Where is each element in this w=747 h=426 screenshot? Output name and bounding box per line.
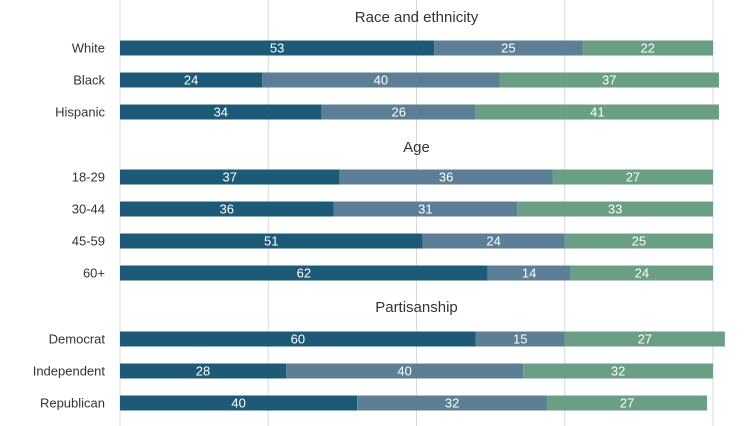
bar-segment (321, 104, 476, 120)
bar-segment (357, 395, 547, 411)
bar-segment (120, 233, 423, 249)
data-label: 37 (602, 73, 616, 88)
bar-segment (120, 395, 358, 411)
data-label: 34 (214, 105, 228, 120)
section-title: Age (403, 139, 430, 156)
bar-segment (286, 363, 524, 379)
bar-segment (552, 169, 713, 185)
row-label: Black (73, 73, 105, 88)
data-label: 25 (632, 234, 646, 249)
data-label: 31 (418, 202, 432, 217)
data-label: 36 (439, 170, 453, 185)
row-label: 30-44 (72, 202, 105, 217)
bar-segment (120, 169, 340, 185)
data-label: 32 (445, 396, 459, 411)
data-label: 37 (222, 170, 236, 185)
data-label: 62 (297, 266, 311, 281)
data-label: 27 (620, 396, 634, 411)
data-label: 27 (626, 170, 640, 185)
data-label: 40 (374, 73, 388, 88)
data-label: 22 (641, 41, 655, 56)
row-label: 60+ (83, 266, 105, 281)
bar-segment (120, 201, 334, 217)
bar-segment (564, 331, 725, 347)
row-label: 18-29 (72, 170, 105, 185)
bar-segment (120, 104, 322, 120)
bar-segment (120, 331, 476, 347)
data-label: 24 (635, 266, 649, 281)
bar-segment (487, 265, 571, 281)
data-label: 15 (513, 332, 527, 347)
bar-segment (517, 201, 713, 217)
data-label: 51 (264, 234, 278, 249)
data-label: 41 (590, 105, 604, 120)
data-label: 14 (522, 266, 536, 281)
data-label: 40 (231, 396, 245, 411)
data-label: 36 (220, 202, 234, 217)
bar-segment (339, 169, 553, 185)
section-title: Race and ethnicity (355, 9, 479, 26)
bar-segment (120, 363, 287, 379)
data-label: 24 (486, 234, 500, 249)
data-label: 25 (501, 41, 515, 56)
bar-segment (582, 40, 713, 56)
row-label: White (72, 41, 105, 56)
data-label: 40 (397, 364, 411, 379)
bar-segment (546, 395, 708, 411)
data-label: 60 (291, 332, 305, 347)
data-label: 32 (611, 364, 625, 379)
data-label: 33 (608, 202, 622, 217)
bar-segment (120, 72, 263, 88)
bar-segment (475, 104, 719, 120)
row-label: 45-59 (72, 234, 105, 249)
section-title: Partisanship (375, 299, 458, 316)
bar-segment (434, 40, 583, 56)
bar-segment (564, 233, 713, 249)
row-label: Republican (40, 396, 105, 411)
bar-segment (120, 40, 435, 56)
bar-segment (120, 265, 488, 281)
data-label: 28 (196, 364, 210, 379)
data-label: 26 (391, 105, 405, 120)
bar-segment (422, 233, 565, 249)
data-label: 24 (184, 73, 198, 88)
bar-segment (523, 363, 713, 379)
bar-segment (475, 331, 565, 347)
row-label: Democrat (49, 332, 106, 347)
bar-segment (333, 201, 518, 217)
data-label: 53 (270, 41, 284, 56)
data-label: 27 (638, 332, 652, 347)
row-label: Independent (33, 364, 106, 379)
bar-segment (262, 72, 500, 88)
bar-segment (570, 265, 713, 281)
bar-segment (499, 72, 719, 88)
row-label: Hispanic (55, 105, 105, 120)
